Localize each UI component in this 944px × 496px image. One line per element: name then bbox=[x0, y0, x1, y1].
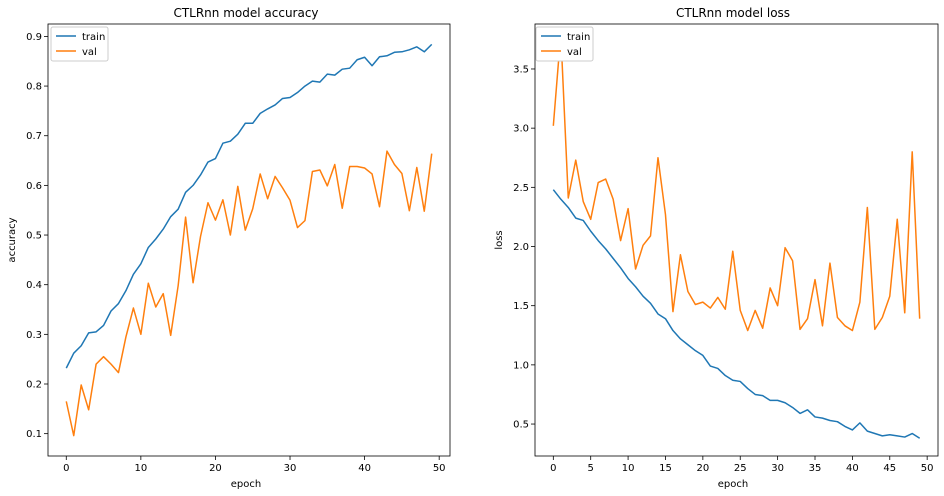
loss-chart: CTLRnn model loss 0 5 10 15 20 25 30 35 40 45 50 0.… bbox=[494, 6, 939, 490]
loss-x-tick-label: 40 bbox=[846, 463, 859, 474]
accuracy-y-tick-label: 0.7 bbox=[26, 131, 42, 142]
loss-x-tick-label: 5 bbox=[588, 463, 594, 474]
accuracy-legend: train val bbox=[50, 26, 109, 62]
loss-x-tick-label: 0 bbox=[550, 463, 556, 474]
accuracy-y-tick-label: 0.5 bbox=[26, 231, 42, 242]
loss-x-tick-label: 20 bbox=[696, 463, 709, 474]
accuracy-y-tick-label: 0.3 bbox=[26, 330, 42, 341]
accuracy-plot-frame bbox=[47, 23, 451, 457]
loss-x-tick-label: 30 bbox=[771, 463, 784, 474]
accuracy-y-tick-label: 0.8 bbox=[26, 82, 42, 93]
loss-y-tick-label: 2.5 bbox=[513, 183, 529, 194]
loss-train-line bbox=[552, 189, 921, 439]
loss-y-tick-label: 0.5 bbox=[513, 420, 529, 431]
loss-legend-train-label: train bbox=[567, 32, 590, 43]
loss-y-tick-label: 2.0 bbox=[513, 242, 529, 253]
loss-legend-val-label: val bbox=[567, 47, 582, 58]
accuracy-x-tick-label: 50 bbox=[433, 463, 446, 474]
accuracy-y-tick-label: 0.4 bbox=[26, 280, 42, 291]
accuracy-chart: CTLRnn model accuracy 0 10 20 30 40 50 0.1 0.2 0… bbox=[7, 6, 451, 490]
accuracy-y-tick-label: 0.9 bbox=[26, 32, 42, 43]
accuracy-x-tick-label: 40 bbox=[358, 463, 371, 474]
loss-y-axis-label: loss bbox=[494, 230, 505, 249]
loss-x-tick-label: 25 bbox=[734, 463, 747, 474]
accuracy-y-axis-label: accuracy bbox=[7, 217, 18, 262]
loss-x-tick-label: 10 bbox=[622, 463, 635, 474]
loss-y-tick-label: 3.0 bbox=[513, 124, 529, 135]
accuracy-y-tick-label: 0.1 bbox=[26, 429, 42, 440]
loss-plot-frame bbox=[534, 23, 939, 457]
accuracy-y-tick-label: 0.6 bbox=[26, 181, 42, 192]
accuracy-x-tick-label: 20 bbox=[209, 463, 222, 474]
loss-x-tick-label: 45 bbox=[883, 463, 896, 474]
accuracy-x-axis-label: epoch bbox=[231, 479, 261, 490]
loss-chart-title: CTLRnn model loss bbox=[676, 6, 790, 20]
accuracy-x-tick-label: 0 bbox=[63, 463, 69, 474]
accuracy-legend-train-label: train bbox=[82, 32, 105, 43]
loss-legend: train val bbox=[535, 26, 594, 62]
accuracy-x-tick-label: 10 bbox=[134, 463, 147, 474]
loss-y-tick-label: 1.0 bbox=[513, 360, 529, 371]
accuracy-train-line bbox=[65, 43, 433, 369]
accuracy-val-line bbox=[65, 150, 433, 437]
loss-x-tick-label: 50 bbox=[921, 463, 934, 474]
loss-x-tick-label: 15 bbox=[659, 463, 672, 474]
accuracy-x-tick-label: 30 bbox=[284, 463, 297, 474]
accuracy-legend-val-label: val bbox=[82, 47, 97, 58]
loss-y-tick-label: 3.5 bbox=[513, 64, 529, 75]
loss-x-tick-label: 35 bbox=[809, 463, 822, 474]
loss-x-axis-label: epoch bbox=[718, 479, 748, 490]
loss-y-tick-label: 1.5 bbox=[513, 301, 529, 312]
loss-val-line bbox=[552, 32, 921, 332]
accuracy-y-tick-label: 0.2 bbox=[26, 380, 42, 391]
accuracy-chart-title: CTLRnn model accuracy bbox=[173, 6, 318, 20]
